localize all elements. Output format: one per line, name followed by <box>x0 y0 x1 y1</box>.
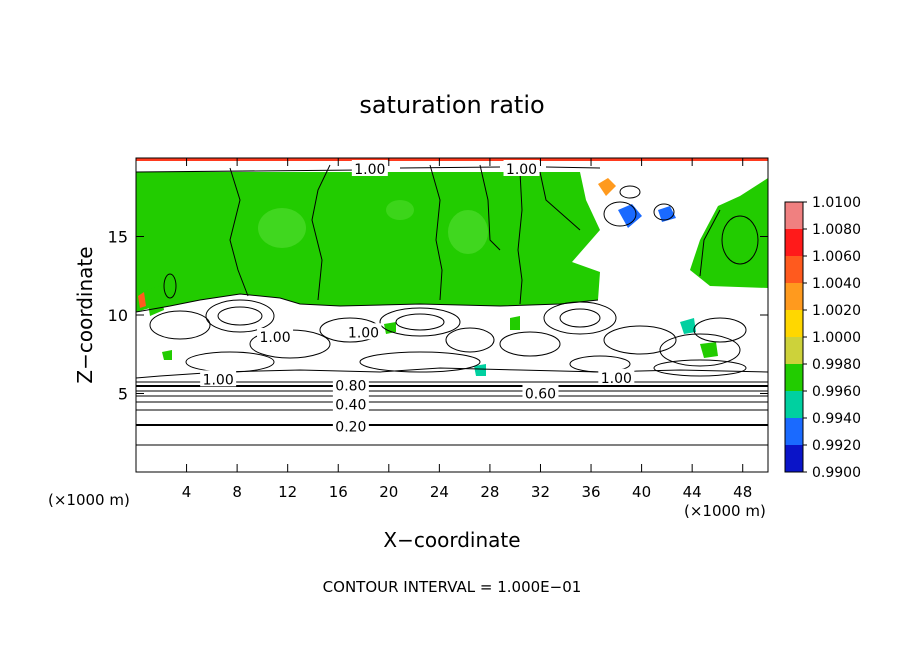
x-tick-label: 8 <box>232 483 242 501</box>
colorbar-swatch <box>785 418 803 445</box>
colorbar-label: 0.9960 <box>812 384 861 400</box>
x-axis-ticks: 4 8 12 16 20 24 28 32 36 40 44 48 <box>182 158 752 501</box>
y-axis-label: Z−coordinate <box>73 246 97 383</box>
colorbar-swatch <box>785 391 803 418</box>
y-tick-label: 10 <box>108 306 128 325</box>
chart-title: saturation ratio <box>359 91 544 119</box>
x-tick-label: 20 <box>379 483 398 501</box>
contour-label: 1.00 <box>259 330 290 346</box>
colorbar-label: 0.9920 <box>812 438 861 454</box>
colorbar: 1.0100 1.0080 1.0060 1.0040 1.0020 1.0000 0.99… <box>784 195 861 481</box>
x-tick-label: 44 <box>683 483 702 501</box>
colorbar-label: 1.0100 <box>812 195 861 211</box>
saturated-region-right <box>690 178 768 288</box>
contour-label: 0.60 <box>525 387 556 403</box>
x-unit-left: (×1000 m) <box>48 491 130 509</box>
x-tick-label: 48 <box>733 483 752 501</box>
colorbar-label: 1.0080 <box>812 222 861 238</box>
colorbar-swatch <box>785 283 803 310</box>
colorbar-label: 1.0040 <box>812 276 861 292</box>
colorbar-swatch <box>785 364 803 391</box>
contour-label: 1.00 <box>348 325 379 341</box>
contour-labels: 1.00 1.00 1.00 1.00 1.00 1.00 0.80 0.60 0.40 0.20 <box>200 159 635 435</box>
x-tick-label: 40 <box>632 483 651 501</box>
colorbar-swatch <box>785 310 803 337</box>
contour-label-bg <box>503 159 540 176</box>
contour-label-bg <box>332 376 369 393</box>
x-tick-label: 16 <box>329 483 348 501</box>
colorbar-swatch <box>785 445 803 472</box>
x-tick-label: 28 <box>480 483 499 501</box>
colorbar-label: 1.0060 <box>812 249 861 265</box>
saturated-region <box>136 172 600 312</box>
y-axis-ticks: 5 10 15 <box>108 228 768 404</box>
contour-interval-note: CONTOUR INTERVAL = 1.000E−01 <box>323 578 582 596</box>
plot-field: 1.00 1.00 1.00 1.00 1.00 1.00 0.80 0.60 0.40 0.20 <box>136 158 768 472</box>
contour-label: 0.40 <box>335 397 366 413</box>
contour-label: 0.20 <box>335 419 366 435</box>
contour-label: 1.00 <box>601 371 632 387</box>
colorbar-label: 0.9980 <box>812 357 861 373</box>
contour-label: 1.00 <box>203 372 234 388</box>
colorbar-swatch <box>785 337 803 364</box>
colorbar-label: 0.9900 <box>812 465 861 481</box>
contour-label: 1.00 <box>354 162 385 178</box>
x-tick-label: 12 <box>278 483 297 501</box>
x-tick-label: 36 <box>581 483 600 501</box>
colorbar-swatch <box>785 202 803 229</box>
colorbar-label: 1.0000 <box>812 330 861 346</box>
y-tick-label: 15 <box>108 228 128 247</box>
contour-label: 0.80 <box>335 379 366 395</box>
contour-label-bg <box>200 370 237 387</box>
contour-label-bg <box>522 384 559 401</box>
colorbar-label: 1.0020 <box>812 303 861 319</box>
contour-label-bg <box>345 323 382 340</box>
contour-label-bg <box>332 395 369 412</box>
y-tick-label: 5 <box>118 385 128 404</box>
x-axis-label: X−coordinate <box>383 528 520 552</box>
contour-label-bg <box>257 327 294 344</box>
x-unit-right: (×1000 m) <box>684 502 766 520</box>
contour-lines <box>136 164 768 446</box>
x-tick-label: 32 <box>531 483 550 501</box>
contour-label-bg <box>332 417 369 434</box>
colorbar-label: 0.9940 <box>812 411 861 427</box>
colorbar-swatch <box>785 256 803 283</box>
colorbar-swatch <box>785 229 803 256</box>
contour-label-bg <box>351 159 388 176</box>
contour-label-bg <box>598 368 635 385</box>
contour-label: 1.00 <box>506 162 537 178</box>
x-tick-label: 24 <box>430 483 449 501</box>
x-tick-label: 4 <box>182 483 192 501</box>
